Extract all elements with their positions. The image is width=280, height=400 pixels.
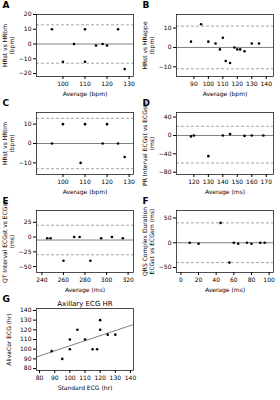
- svg-text:100: 100: [57, 178, 69, 185]
- svg-text:0: 0: [28, 139, 32, 146]
- svg-text:25: 25: [24, 218, 32, 225]
- svg-text:100: 100: [57, 80, 69, 87]
- svg-text:60: 60: [230, 276, 238, 283]
- svg-text:HRst vs HRbm(bpm): HRst vs HRbm(bpm): [1, 24, 16, 67]
- svg-text:100: 100: [263, 276, 275, 283]
- svg-text:130: 130: [123, 80, 135, 87]
- svg-text:−50: −50: [19, 263, 32, 270]
- svg-text:140: 140: [125, 374, 137, 381]
- svg-text:130: 130: [246, 80, 258, 87]
- svg-text:110: 110: [79, 80, 91, 87]
- svg-text:140: 140: [20, 306, 32, 313]
- svg-text:−20: −20: [19, 69, 32, 76]
- svg-text:Average (ms): Average (ms): [65, 286, 105, 294]
- svg-text:G: G: [3, 294, 10, 304]
- svg-text:160: 160: [246, 178, 258, 185]
- svg-text:Average (bpm): Average (bpm): [63, 188, 108, 196]
- svg-text:QT Interval ECGst vs ECGsc(ms): QT Interval ECGst vs ECGsc(ms): [1, 200, 15, 283]
- svg-text:170: 170: [261, 178, 273, 185]
- svg-text:90: 90: [24, 355, 32, 362]
- svg-text:90: 90: [190, 80, 198, 87]
- svg-text:−25: −25: [19, 248, 32, 255]
- svg-text:140: 140: [261, 80, 273, 87]
- svg-text:Axillary ECG HR: Axillary ECG HR: [57, 300, 113, 308]
- svg-text:−40: −40: [159, 150, 172, 157]
- svg-text:130: 130: [123, 178, 135, 185]
- svg-text:QRS Complex DurationECGst vs E: QRS Complex DurationECGst vs ECGsm (ms): [141, 207, 155, 276]
- svg-text:240: 240: [36, 276, 48, 283]
- svg-text:10: 10: [24, 120, 32, 127]
- svg-text:110: 110: [20, 335, 32, 342]
- svg-text:120: 120: [94, 374, 106, 381]
- svg-text:0: 0: [168, 239, 172, 246]
- svg-text:HRst vs HRappe(bpm): HRst vs HRappe(bpm): [141, 21, 156, 69]
- svg-text:120: 120: [188, 178, 200, 185]
- svg-text:130: 130: [20, 316, 32, 323]
- svg-text:−50: −50: [159, 263, 172, 270]
- svg-text:−10: −10: [19, 159, 32, 166]
- svg-text:HRst vs HRbm(bpm): HRst vs HRbm(bpm): [1, 122, 16, 165]
- svg-text:80: 80: [36, 374, 44, 381]
- svg-text:−10: −10: [159, 63, 172, 70]
- svg-text:140: 140: [217, 178, 229, 185]
- svg-text:0: 0: [168, 43, 172, 50]
- svg-text:Average (bpm): Average (bpm): [63, 90, 108, 98]
- svg-text:20: 20: [24, 10, 32, 17]
- svg-text:320: 320: [122, 276, 134, 283]
- svg-text:−10: −10: [19, 55, 32, 62]
- svg-text:110: 110: [79, 178, 91, 185]
- svg-text:B: B: [143, 0, 150, 10]
- svg-text:300: 300: [101, 276, 113, 283]
- svg-text:E: E: [3, 196, 9, 206]
- svg-text:130: 130: [203, 178, 215, 185]
- svg-text:100: 100: [203, 80, 215, 87]
- svg-text:A: A: [3, 0, 10, 10]
- svg-text:40: 40: [164, 113, 172, 120]
- svg-text:D: D: [143, 98, 150, 108]
- svg-text:10: 10: [164, 24, 172, 31]
- svg-text:120: 120: [20, 326, 32, 333]
- svg-text:10: 10: [24, 25, 32, 32]
- svg-text:80: 80: [24, 364, 32, 371]
- svg-text:120: 120: [232, 80, 244, 87]
- svg-text:0: 0: [168, 131, 172, 138]
- svg-text:F: F: [143, 196, 149, 206]
- svg-text:0: 0: [28, 40, 32, 47]
- svg-text:0: 0: [179, 276, 183, 283]
- svg-text:Average (bpm): Average (bpm): [203, 90, 248, 98]
- svg-text:0: 0: [28, 233, 32, 240]
- svg-text:280: 280: [79, 276, 91, 283]
- svg-text:PR Interval ECGst vs ECGsm(ms): PR Interval ECGst vs ECGsm(ms): [141, 101, 155, 186]
- svg-text:100: 100: [64, 374, 76, 381]
- svg-text:C: C: [3, 98, 10, 108]
- svg-text:110: 110: [79, 374, 91, 381]
- svg-text:Average (ms): Average (ms): [205, 286, 245, 294]
- svg-text:Standard ECG (hr): Standard ECG (hr): [58, 384, 113, 391]
- svg-text:130: 130: [110, 374, 122, 381]
- svg-text:100: 100: [20, 345, 32, 352]
- svg-text:50: 50: [164, 214, 172, 221]
- svg-text:90: 90: [51, 374, 59, 381]
- svg-text:AlivaCor ECG (hr): AlivaCor ECG (hr): [5, 313, 12, 365]
- svg-text:−80: −80: [159, 168, 172, 175]
- svg-text:110: 110: [217, 80, 229, 87]
- svg-text:Average (ms): Average (ms): [205, 188, 245, 196]
- svg-text:120: 120: [101, 178, 113, 185]
- svg-text:260: 260: [58, 276, 70, 283]
- svg-text:20: 20: [195, 276, 203, 283]
- svg-text:120: 120: [101, 80, 113, 87]
- svg-text:40: 40: [212, 276, 220, 283]
- svg-text:80: 80: [248, 276, 256, 283]
- svg-text:150: 150: [232, 178, 244, 185]
